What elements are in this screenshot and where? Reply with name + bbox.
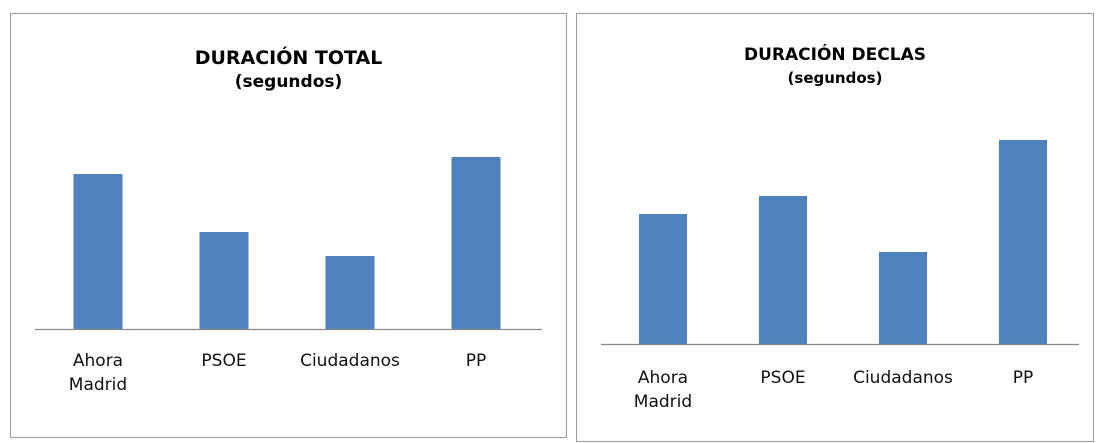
category-label: Ahora Madrid [69,351,127,395]
bar-pp [451,157,501,329]
category-label: PSOE [201,351,246,371]
bar-psoe [759,196,807,344]
category-label: PP [1013,368,1034,388]
bar-pp [999,140,1047,344]
chart-subtitle: (segundos) [234,72,343,92]
category-label: PP [466,351,487,371]
chart-subtitle: (segundos) [787,69,883,87]
category-label: Ciudadanos [853,368,953,388]
category-label: PSOE [760,368,805,388]
chart-title: DURACIÓN DECLAS [744,45,926,65]
bar-ahora-madrid [639,214,687,344]
bar-ciudadanos [879,252,927,344]
bar-ciudadanos [325,256,375,329]
bar-chart-duracion-declas: Ahora Madrid PSOE Ciudadanos PP [601,140,1079,412]
bar-chart-duracion-total: Ahora Madrid PSOE Ciudadanos PP [35,157,542,395]
chart-panel-duracion-declas: DURACIÓN DECLAS (segundos) Ahora Madrid PS… [576,13,1094,442]
chart-panel-duracion-total: DURACIÓN TOTAL (segundos) Ahora Madrid PSO… [10,13,567,438]
bar-ahora-madrid [73,174,123,329]
category-label: Ciudadanos [300,351,400,371]
category-label: Ahora Madrid [634,368,692,412]
chart-title: DURACIÓN TOTAL [194,47,383,69]
bar-psoe [199,232,249,329]
